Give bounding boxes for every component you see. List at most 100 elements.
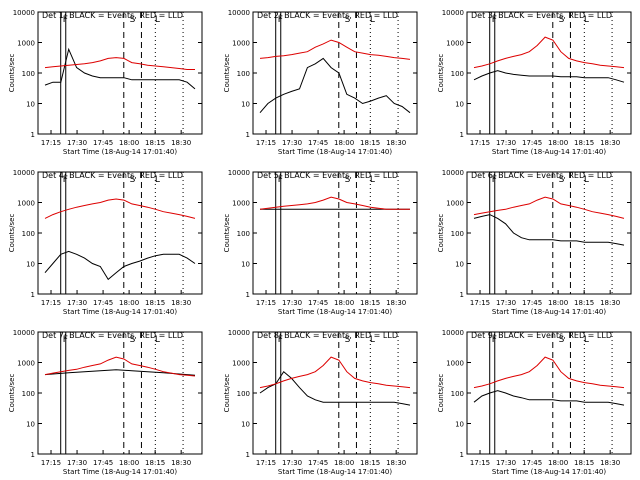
y-tick-label: 10000: [228, 329, 250, 337]
x-tick-label: 18:30: [600, 299, 620, 307]
x-tick-label: 18:30: [171, 459, 191, 467]
x-tick-label: 18:15: [574, 459, 594, 467]
y-tick-label: 1: [31, 291, 35, 299]
x-tick-label: 17:15: [41, 139, 61, 147]
series-lld: [259, 39, 411, 60]
x-tick-label: 17:15: [470, 299, 490, 307]
y-tick-label: 10: [241, 101, 250, 109]
x-tick-label: 18:15: [145, 459, 165, 467]
x-tick-label: 17:30: [67, 299, 87, 307]
x-tick-label: 17:45: [308, 299, 328, 307]
x-axis-label: Start Time (18-Aug-14 17:01:40): [278, 148, 392, 156]
y-axis-label: Counts/sec: [223, 214, 231, 253]
time-marker-label: F: [278, 15, 283, 25]
time-marker-label: S: [130, 15, 136, 25]
x-tick-label: 17:30: [496, 459, 516, 467]
x-tick-label: 17:15: [41, 459, 61, 467]
x-tick-label: 17:45: [522, 459, 542, 467]
y-tick-label: 100: [451, 70, 464, 78]
y-tick-label: 100: [451, 230, 464, 238]
x-tick-label: 17:15: [256, 299, 276, 307]
y-tick-label: 10000: [442, 329, 464, 337]
x-tick-label: 17:45: [93, 459, 113, 467]
y-tick-label: 1: [460, 451, 464, 459]
y-tick-label: 1000: [232, 360, 250, 368]
panel-title: Det 4: BLACK = Events, RED = LLD: [42, 171, 183, 180]
y-tick-label: 100: [237, 70, 250, 78]
series-events: [44, 250, 196, 281]
x-tick-label: 17:15: [256, 459, 276, 467]
x-tick-label: 18:15: [145, 139, 165, 147]
x-tick-label: 17:45: [308, 459, 328, 467]
y-tick-label: 100: [22, 390, 35, 398]
time-marker-label: L: [370, 15, 375, 25]
x-tick-label: 17:15: [470, 139, 490, 147]
y-tick-label: 100: [22, 230, 35, 238]
time-marker-label: L: [155, 15, 160, 25]
time-marker-label: F: [492, 15, 497, 25]
y-tick-label: 10: [455, 101, 464, 109]
x-tick-label: 18:00: [548, 299, 568, 307]
y-tick-label: 1: [460, 131, 464, 139]
series-lld: [44, 356, 196, 377]
x-tick-label: 18:00: [119, 139, 139, 147]
time-marker-label: L: [370, 335, 375, 345]
x-tick-label: 17:45: [93, 139, 113, 147]
time-marker-label: F: [63, 15, 68, 25]
x-tick-label: 18:30: [386, 139, 406, 147]
x-tick-label: 17:30: [67, 459, 87, 467]
panel-title: Det 6: BLACK = Events, RED = LLD: [471, 171, 612, 180]
panel-title: Det 8: BLACK = Events, RED = LLD: [257, 331, 398, 340]
y-tick-label: 10000: [13, 329, 35, 337]
x-tick-label: 18:00: [119, 299, 139, 307]
series-events: [259, 370, 411, 406]
time-marker-label: L: [584, 175, 589, 185]
y-tick-label: 1: [246, 451, 250, 459]
y-tick-label: 10000: [13, 169, 35, 177]
series-lld: [259, 196, 410, 210]
y-axis-label: Counts/sec: [437, 214, 445, 253]
x-tick-label: 18:15: [360, 299, 380, 307]
time-marker-label: S: [559, 335, 565, 345]
y-tick-label: 10000: [442, 9, 464, 17]
plot-frame: [466, 171, 632, 295]
y-axis-label: Counts/sec: [8, 214, 16, 253]
y-axis-label: Counts/sec: [223, 374, 231, 413]
series-lld: [473, 196, 625, 219]
x-axis-label: Start Time (18-Aug-14 17:01:40): [278, 308, 392, 316]
y-axis-label: Counts/sec: [8, 374, 16, 413]
time-marker-label: F: [278, 175, 283, 185]
x-tick-label: 17:15: [41, 299, 61, 307]
time-marker-label: F: [278, 335, 283, 345]
y-tick-label: 100: [22, 70, 35, 78]
time-marker-label: L: [584, 15, 589, 25]
x-tick-label: 18:15: [574, 299, 594, 307]
time-marker-label: S: [130, 335, 136, 345]
x-tick-label: 18:00: [334, 459, 354, 467]
x-axis-label: Start Time (18-Aug-14 17:01:40): [492, 308, 606, 316]
time-marker-label: L: [584, 335, 589, 345]
series-lld: [44, 198, 196, 219]
time-marker-label: L: [155, 335, 160, 345]
y-axis-label: Counts/sec: [437, 54, 445, 93]
y-tick-label: 1000: [446, 200, 464, 208]
x-tick-label: 18:00: [548, 139, 568, 147]
x-tick-label: 18:15: [360, 459, 380, 467]
plot-frame: [37, 331, 203, 455]
y-tick-label: 1000: [17, 360, 35, 368]
y-tick-label: 10: [26, 421, 35, 429]
x-axis-label: Start Time (18-Aug-14 17:01:40): [63, 468, 177, 476]
x-tick-label: 17:45: [308, 139, 328, 147]
plot-frame: [252, 331, 418, 455]
x-tick-label: 18:30: [600, 459, 620, 467]
x-tick-label: 18:30: [171, 139, 191, 147]
x-tick-label: 18:00: [334, 139, 354, 147]
y-tick-label: 10: [455, 261, 464, 269]
x-axis-label: Start Time (18-Aug-14 17:01:40): [278, 468, 392, 476]
time-marker-label: F: [63, 335, 68, 345]
